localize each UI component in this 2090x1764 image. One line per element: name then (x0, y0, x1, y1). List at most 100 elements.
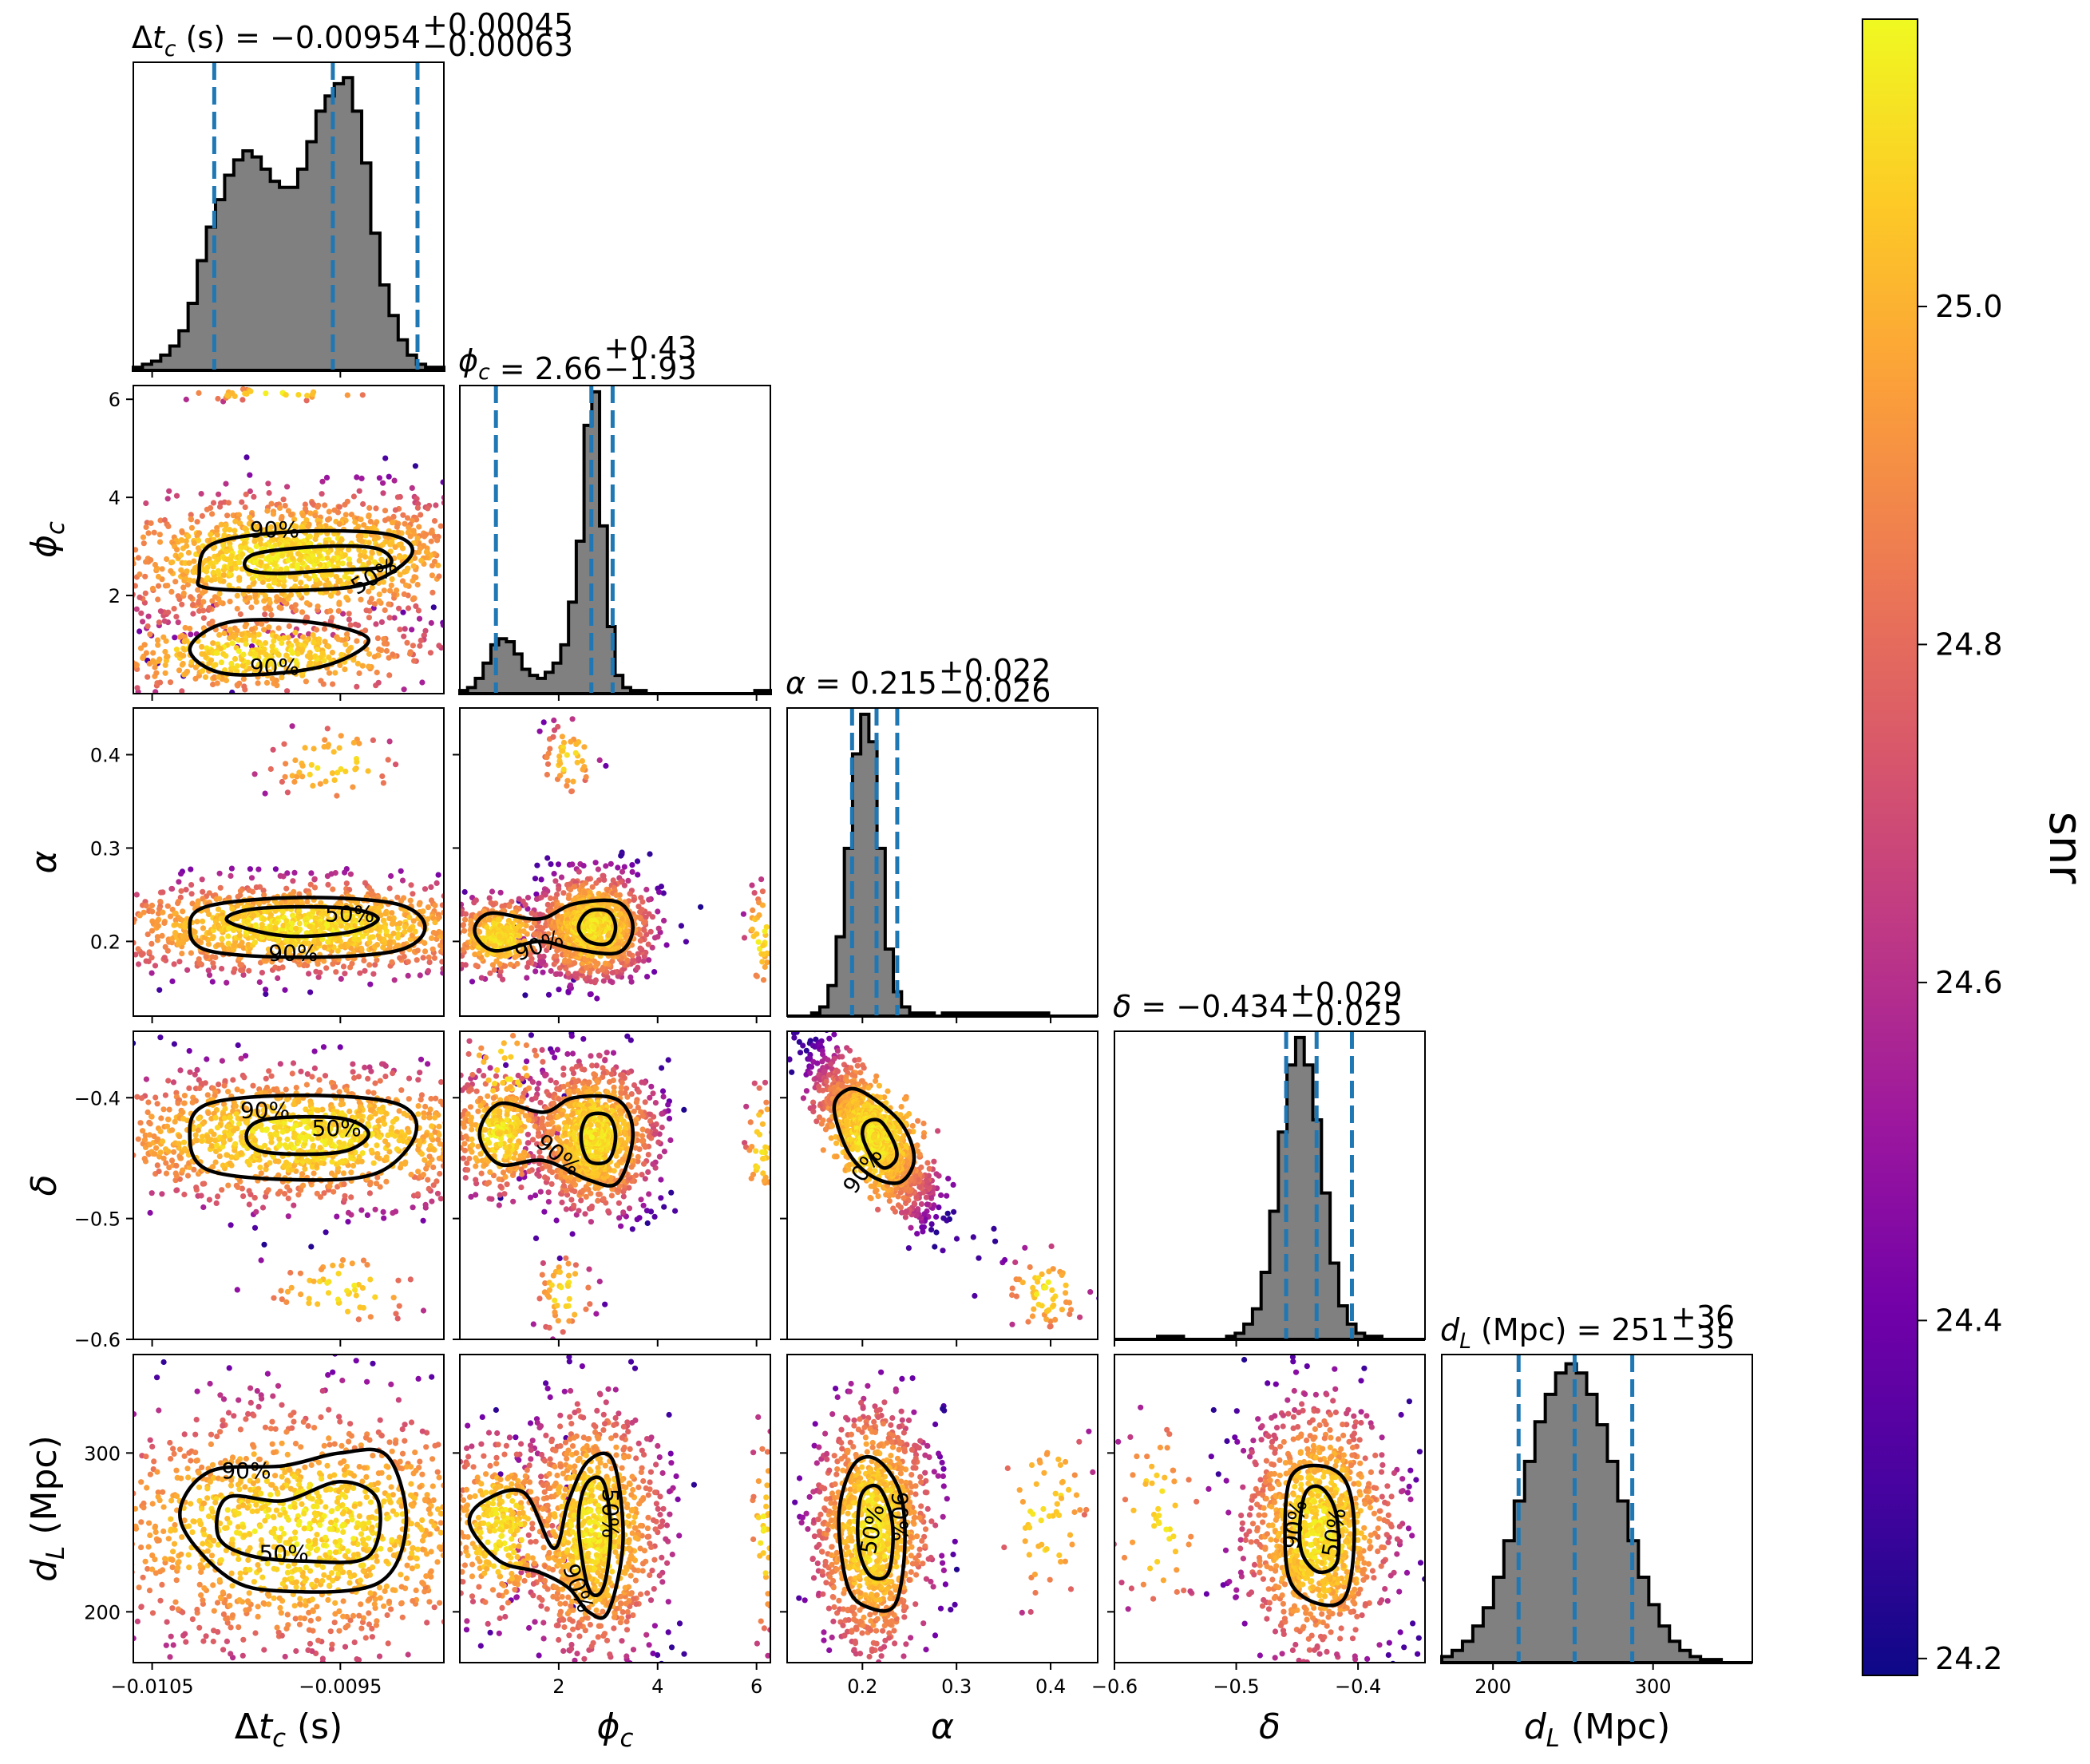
sample-point (149, 585, 156, 592)
sample-point (166, 488, 172, 494)
sample-point (257, 536, 263, 543)
sample-point (754, 973, 760, 979)
sample-point (248, 627, 255, 633)
sample-point (454, 905, 460, 911)
sample-point (258, 642, 264, 648)
sample-point (352, 766, 358, 773)
sample-point (212, 674, 218, 681)
sample-point (522, 992, 528, 999)
sample-point (755, 939, 762, 945)
sample-point (92, 650, 97, 655)
sample-point (379, 773, 386, 780)
sample-point (240, 676, 247, 682)
sample-point (298, 1068, 304, 1074)
sample-point (329, 615, 335, 621)
sample-point (774, 914, 780, 920)
sample-point (362, 554, 369, 560)
sample-point (429, 946, 436, 952)
sample-point (109, 967, 115, 972)
sample-point (239, 551, 246, 558)
sample-point (350, 739, 357, 746)
sample-point (381, 640, 387, 647)
sample-point (499, 903, 505, 910)
sample-point (77, 611, 83, 617)
sample-point (124, 665, 129, 670)
sample-point (184, 543, 190, 549)
sample-point (253, 1208, 259, 1215)
contour-90pct (196, 528, 414, 593)
sample-point (200, 599, 207, 605)
sample-point (568, 788, 576, 794)
sample-point (425, 505, 431, 512)
sample-point (383, 647, 390, 655)
sample-point (374, 942, 381, 948)
sample-point (338, 923, 344, 929)
title-minus-error: −35 (1671, 1320, 1735, 1355)
histogram-title: dL (Mpc) = 251 (1440, 1312, 1669, 1354)
sample-point (155, 596, 161, 603)
sample-point (595, 866, 602, 872)
sample-point (278, 566, 284, 573)
sample-point (450, 522, 456, 528)
sample-point (242, 504, 248, 511)
sample-point (279, 964, 286, 971)
sample-point (218, 659, 224, 666)
sample-point (655, 925, 662, 931)
sample-point (224, 979, 230, 986)
sample-point (53, 664, 58, 670)
sample-point (247, 488, 253, 495)
sample-point (172, 917, 179, 924)
sample-point (756, 912, 762, 919)
sample-point (439, 939, 444, 945)
sample-point (58, 601, 64, 607)
sample-point (402, 924, 408, 930)
sample-point (102, 701, 108, 706)
sample-point (118, 1167, 124, 1173)
sample-point (514, 960, 521, 967)
sample-point (608, 860, 614, 867)
sample-point (340, 611, 346, 617)
sample-point (334, 793, 340, 799)
sample-point (342, 918, 349, 924)
sample-point (661, 917, 667, 924)
sample-point (382, 607, 388, 614)
sample-point (229, 906, 236, 912)
sample-point (125, 656, 130, 662)
sample-point (440, 966, 444, 972)
sample-point (324, 555, 331, 561)
sample-point (346, 616, 352, 623)
sample-point (448, 593, 453, 599)
contour-50pct (576, 908, 618, 947)
sample-point (363, 607, 370, 614)
sample-point (37, 679, 42, 685)
sample-point (179, 537, 185, 544)
sample-point (128, 927, 133, 933)
sample-point (450, 1075, 456, 1081)
sample-point (323, 965, 330, 971)
sample-point (238, 1055, 244, 1062)
sample-point (302, 501, 308, 508)
sample-point (148, 955, 155, 961)
sample-point (35, 1119, 41, 1125)
sample-point (228, 1222, 234, 1228)
sample-point (557, 761, 564, 767)
sample-point (105, 562, 111, 568)
sample-point (402, 626, 408, 632)
sample-point (236, 932, 243, 939)
sample-point (386, 601, 392, 607)
sample-point (151, 529, 157, 536)
sample-point (53, 1125, 58, 1131)
sample-point (445, 1187, 451, 1192)
sample-point (23, 631, 29, 636)
sample-point (156, 619, 162, 626)
sample-point (406, 651, 414, 657)
sample-point (101, 913, 106, 919)
sample-point (68, 916, 73, 921)
sample-point (97, 561, 102, 567)
sample-point (336, 599, 342, 606)
sample-point (345, 1209, 352, 1216)
sample-point (105, 658, 110, 663)
sample-point (415, 607, 422, 614)
sample-point (342, 501, 348, 508)
sample-point (251, 493, 257, 500)
